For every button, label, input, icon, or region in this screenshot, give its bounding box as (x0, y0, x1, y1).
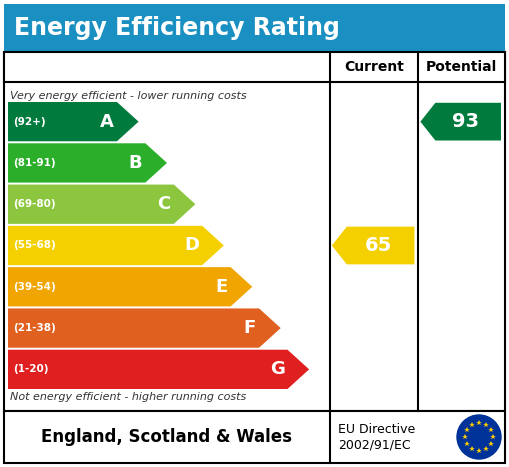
Polygon shape (8, 350, 309, 389)
Circle shape (457, 415, 501, 459)
Text: Energy Efficiency Rating: Energy Efficiency Rating (14, 16, 340, 40)
Polygon shape (8, 102, 138, 142)
Text: (1-20): (1-20) (13, 364, 48, 375)
Text: (21-38): (21-38) (13, 323, 56, 333)
Polygon shape (420, 103, 501, 141)
Text: (69-80): (69-80) (13, 199, 55, 209)
Text: 65: 65 (364, 236, 392, 255)
Polygon shape (8, 184, 195, 224)
Text: Very energy efficient - lower running costs: Very energy efficient - lower running co… (10, 91, 247, 101)
Text: (81-91): (81-91) (13, 158, 55, 168)
Text: F: F (244, 319, 256, 337)
Text: B: B (129, 154, 143, 172)
Polygon shape (332, 226, 414, 264)
Polygon shape (8, 226, 224, 265)
Polygon shape (8, 143, 167, 183)
Text: C: C (158, 195, 171, 213)
Text: G: G (270, 361, 285, 378)
Bar (4, 4, 505, 52)
Text: D: D (184, 236, 199, 255)
Text: A: A (100, 113, 114, 131)
Text: 93: 93 (452, 112, 479, 131)
Text: Current: Current (344, 60, 404, 74)
Text: (39-54): (39-54) (13, 282, 56, 292)
Text: E: E (215, 278, 228, 296)
Text: Not energy efficient - higher running costs: Not energy efficient - higher running co… (10, 392, 246, 402)
Bar (4, 52, 505, 82)
Text: Potential: Potential (426, 60, 497, 74)
Bar (4, 411, 505, 463)
Text: (55-68): (55-68) (13, 241, 56, 250)
Text: England, Scotland & Wales: England, Scotland & Wales (41, 428, 292, 446)
Polygon shape (8, 267, 252, 306)
Bar (4, 52, 505, 411)
Text: EU Directive
2002/91/EC: EU Directive 2002/91/EC (338, 423, 415, 451)
Text: (92+): (92+) (13, 117, 46, 127)
Polygon shape (8, 308, 280, 348)
